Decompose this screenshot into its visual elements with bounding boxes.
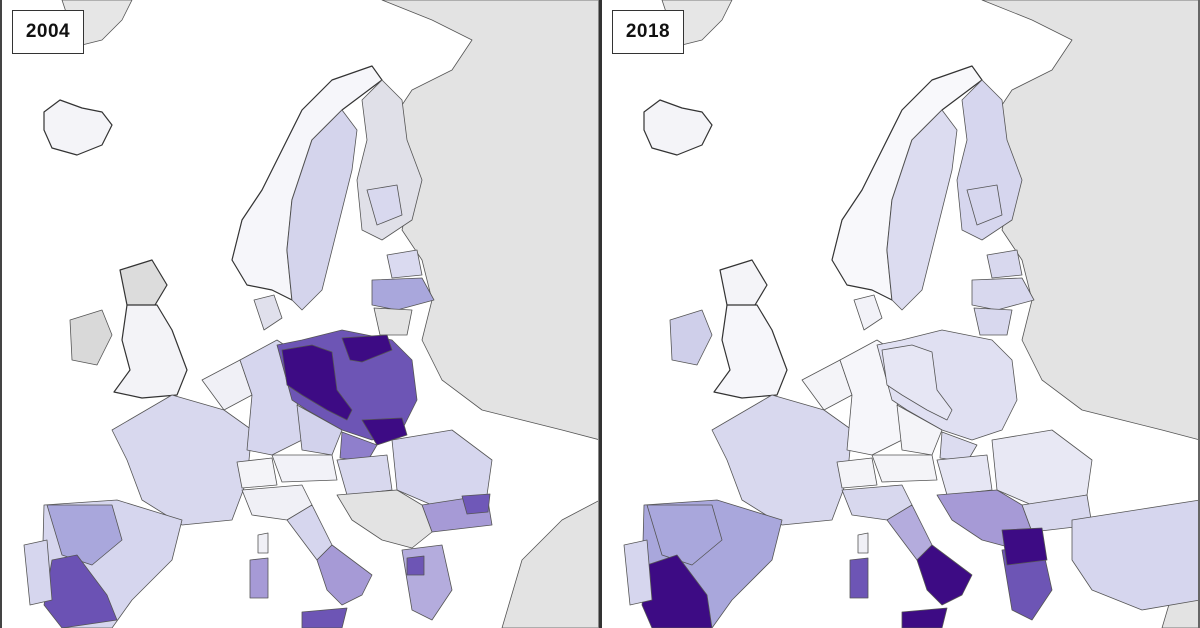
region-latvia bbox=[971, 277, 1035, 311]
region-switzerland bbox=[236, 457, 278, 489]
region-poland-west bbox=[881, 344, 953, 421]
region-hungary bbox=[936, 454, 993, 496]
region-corsica bbox=[257, 532, 269, 554]
region-turkey bbox=[1071, 499, 1200, 611]
region-poland-west-dark bbox=[281, 344, 353, 421]
region-sweden bbox=[886, 109, 958, 311]
region-spain-northwest bbox=[646, 504, 723, 566]
region-poland-south-dark bbox=[361, 417, 408, 446]
map-panel-2018: 2018 bbox=[602, 0, 1200, 628]
region-hungary bbox=[336, 454, 393, 496]
region-portugal bbox=[623, 539, 653, 606]
region-finland-south bbox=[366, 184, 403, 226]
region-romania bbox=[991, 429, 1093, 506]
region-france bbox=[711, 394, 853, 526]
year-label: 2018 bbox=[612, 10, 684, 54]
region-italy-south bbox=[316, 544, 373, 606]
year-label: 2004 bbox=[12, 10, 84, 54]
region-finland-south bbox=[966, 184, 1003, 226]
region-ireland bbox=[669, 309, 713, 366]
region-iceland bbox=[643, 99, 713, 156]
region-ireland bbox=[69, 309, 113, 366]
europe-map-2004 bbox=[23, 0, 598, 628]
region-spain-northwest bbox=[46, 504, 123, 566]
region-austria bbox=[871, 454, 938, 483]
region-sardinia bbox=[849, 557, 869, 599]
panel-divider bbox=[598, 0, 602, 628]
region-sicily bbox=[301, 607, 348, 628]
region-corsica bbox=[857, 532, 869, 554]
region-scotland bbox=[119, 259, 168, 311]
region-sicily bbox=[901, 607, 948, 628]
region-russia bbox=[381, 0, 598, 628]
region-norway bbox=[231, 65, 383, 301]
region-greece-north bbox=[406, 555, 425, 576]
region-spain-south bbox=[641, 554, 713, 628]
region-romania bbox=[391, 429, 493, 506]
region-spain-south bbox=[43, 554, 118, 628]
region-uk bbox=[713, 304, 788, 399]
region-switzerland bbox=[836, 457, 878, 489]
region-latvia bbox=[371, 277, 435, 311]
region-italy-south bbox=[916, 544, 973, 606]
region-lithuania bbox=[373, 307, 413, 336]
region-bulgaria-northeast bbox=[461, 493, 491, 515]
region-lithuania bbox=[973, 307, 1013, 336]
region-portugal bbox=[23, 539, 53, 606]
region-poland-north-dark bbox=[341, 334, 393, 363]
region-balkans bbox=[336, 489, 433, 549]
europe-map-2018 bbox=[623, 0, 1200, 628]
region-sweden bbox=[286, 109, 358, 311]
region-denmark bbox=[853, 294, 883, 331]
region-uk bbox=[113, 304, 188, 399]
map-panel-2004: 2004 bbox=[0, 0, 598, 628]
region-austria bbox=[271, 454, 338, 483]
region-greece bbox=[401, 544, 453, 621]
region-sardinia bbox=[249, 557, 269, 599]
region-estonia bbox=[386, 249, 423, 279]
region-france bbox=[111, 394, 253, 526]
region-iceland bbox=[43, 99, 113, 156]
region-norway bbox=[831, 65, 983, 301]
region-denmark bbox=[253, 294, 283, 331]
region-greece-north bbox=[1001, 527, 1048, 566]
region-scotland bbox=[719, 259, 768, 311]
right-border bbox=[1198, 0, 1200, 628]
region-estonia bbox=[986, 249, 1023, 279]
